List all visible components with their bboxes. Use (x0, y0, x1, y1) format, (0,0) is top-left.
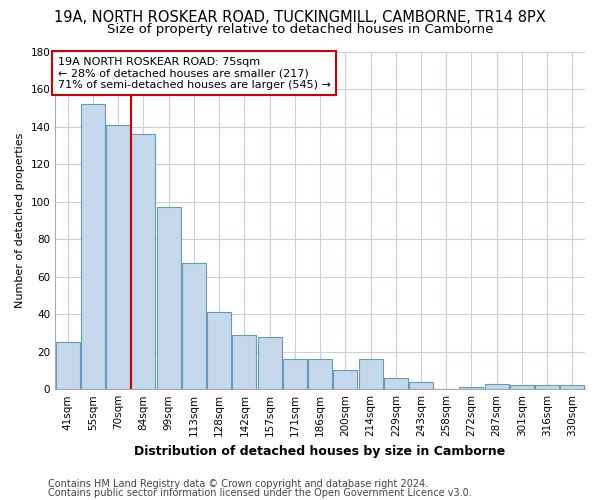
Bar (485, 384, 509, 389)
Bar (257, 336, 281, 389)
Bar (157, 207, 181, 389)
Bar (409, 382, 433, 389)
Text: 19A NORTH ROSKEAR ROAD: 75sqm
← 28% of detached houses are smaller (217)
71% of : 19A NORTH ROSKEAR ROAD: 75sqm ← 28% of d… (58, 56, 331, 90)
Bar (131, 134, 155, 389)
Bar (535, 386, 559, 389)
Bar (207, 312, 231, 389)
Text: Size of property relative to detached houses in Camborne: Size of property relative to detached ho… (107, 22, 493, 36)
Text: 19A, NORTH ROSKEAR ROAD, TUCKINGMILL, CAMBORNE, TR14 8PX: 19A, NORTH ROSKEAR ROAD, TUCKINGMILL, CA… (54, 10, 546, 25)
Bar (334, 370, 357, 389)
Bar (56, 342, 80, 389)
Bar (182, 264, 206, 389)
Text: Contains HM Land Registry data © Crown copyright and database right 2024.: Contains HM Land Registry data © Crown c… (48, 479, 428, 489)
Text: Contains public sector information licensed under the Open Government Licence v3: Contains public sector information licen… (48, 488, 472, 498)
Bar (106, 124, 130, 389)
Bar (460, 388, 484, 389)
Bar (384, 378, 408, 389)
Bar (283, 359, 307, 389)
Bar (308, 359, 332, 389)
Bar (510, 386, 534, 389)
Y-axis label: Number of detached properties: Number of detached properties (15, 132, 25, 308)
Bar (232, 335, 256, 389)
Bar (81, 104, 105, 389)
Bar (560, 386, 584, 389)
X-axis label: Distribution of detached houses by size in Camborne: Distribution of detached houses by size … (134, 444, 506, 458)
Bar (359, 359, 383, 389)
